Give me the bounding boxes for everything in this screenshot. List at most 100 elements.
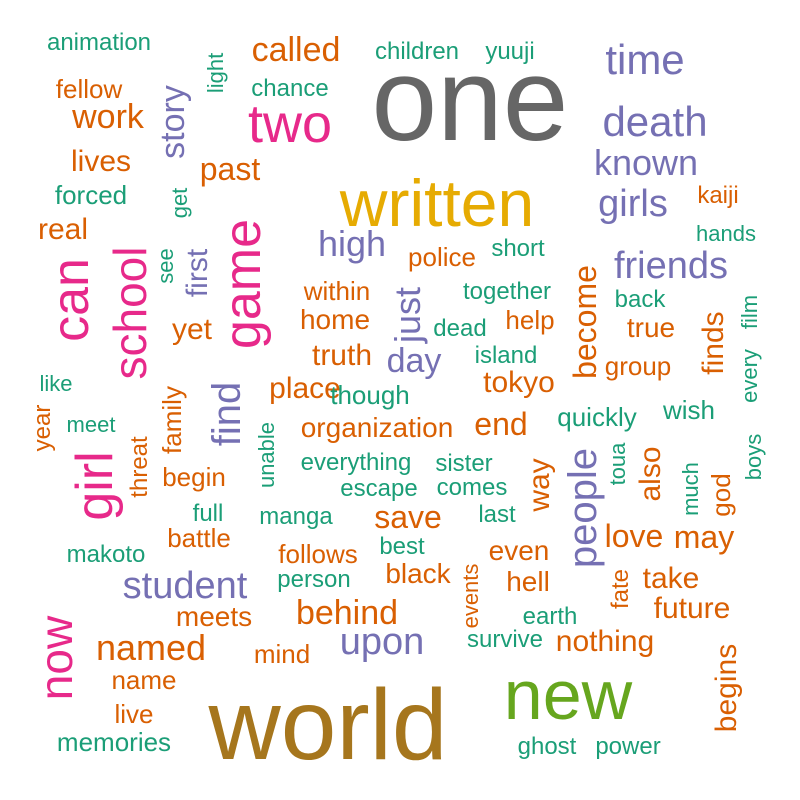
word-chance: chance: [251, 75, 329, 102]
word-threat: threat: [126, 436, 153, 498]
word-unable: unable: [254, 421, 279, 489]
word-meets: meets: [175, 601, 253, 632]
word-just: just: [387, 286, 428, 344]
word-can: can: [42, 258, 100, 342]
word-even: even: [488, 535, 550, 566]
word-past: past: [199, 151, 261, 187]
word-take: take: [642, 562, 700, 595]
word-two: two: [247, 94, 333, 154]
word-death: death: [602, 98, 708, 145]
word-survive: survive: [466, 626, 544, 653]
word-girls: girls: [598, 183, 668, 225]
word-hell: hell: [506, 566, 550, 597]
word-school: school: [104, 246, 156, 380]
word-within: within: [303, 276, 371, 306]
word-film: film: [737, 294, 762, 330]
word-find: find: [205, 381, 249, 447]
word-comes: comes: [436, 474, 508, 501]
word-power: power: [595, 733, 661, 760]
word-memories: memories: [56, 727, 172, 757]
word-group: group: [604, 351, 672, 381]
word-upon: upon: [339, 621, 425, 663]
word-begins: begins: [710, 643, 743, 733]
word-name: name: [111, 665, 177, 695]
word-organization: organization: [300, 412, 454, 443]
word-first: first: [181, 248, 214, 298]
word-work: work: [72, 98, 144, 136]
word-family: family: [157, 386, 187, 454]
word-love: love: [604, 518, 664, 554]
word-begin: begin: [162, 462, 226, 492]
word-quickly: quickly: [557, 402, 637, 432]
word-island: island: [474, 342, 538, 369]
word-mind: mind: [253, 639, 311, 669]
word-named: named: [95, 627, 207, 668]
word-toua: toua: [605, 442, 630, 486]
word-like: like: [39, 371, 73, 396]
word-everything: everything: [300, 449, 412, 476]
word-live: live: [114, 699, 154, 729]
word-time: time: [605, 36, 685, 83]
word-true: true: [626, 312, 676, 343]
word-short: short: [491, 235, 545, 262]
word-written: written: [339, 166, 535, 240]
word-game: game: [214, 218, 272, 350]
word-escape: escape: [340, 475, 418, 502]
word-place: place: [269, 372, 341, 405]
word-lives: lives: [70, 145, 132, 178]
word-high: high: [317, 223, 387, 264]
word-story: story: [154, 85, 192, 159]
word-real: real: [37, 213, 89, 246]
word-full: full: [192, 500, 224, 527]
word-called: called: [251, 31, 341, 69]
word-home: home: [299, 304, 371, 335]
word-now: now: [30, 615, 82, 701]
word-kaiji: kaiji: [697, 182, 739, 209]
word-save: save: [374, 499, 442, 535]
word-every: every: [737, 349, 762, 403]
word-though: though: [330, 380, 410, 410]
word-world: world: [208, 669, 448, 781]
word-sister: sister: [435, 450, 493, 477]
word-forced: forced: [54, 180, 128, 210]
word-battle: battle: [167, 523, 231, 553]
word-may: may: [673, 519, 735, 555]
word-friends: friends: [613, 245, 729, 287]
word-people: people: [561, 447, 605, 569]
word-nothing: nothing: [555, 625, 655, 658]
word-student: student: [122, 565, 248, 607]
word-events: events: [458, 563, 483, 629]
word-back: back: [614, 286, 666, 313]
word-animation: animation: [46, 29, 152, 56]
word-last: last: [478, 501, 516, 528]
word-see: see: [153, 248, 178, 284]
word-help: help: [505, 305, 555, 335]
word-boys: boys: [741, 433, 766, 481]
word-new: new: [503, 656, 633, 734]
word-finds: finds: [697, 311, 730, 375]
word-hands: hands: [696, 221, 756, 246]
word-fate: fate: [607, 568, 634, 610]
word-also: also: [634, 446, 667, 502]
word-police: police: [408, 242, 476, 272]
word-earth: earth: [522, 603, 578, 630]
word-truth: truth: [311, 339, 373, 372]
word-manga: manga: [259, 503, 333, 530]
word-day: day: [386, 342, 442, 380]
word-girl: girl: [66, 451, 124, 521]
word-children: children: [374, 38, 460, 65]
word-much: much: [678, 462, 703, 516]
word-one: one: [371, 34, 569, 166]
word-tokyo: tokyo: [483, 366, 555, 399]
word-light: light: [203, 52, 228, 94]
word-black: black: [385, 558, 451, 589]
word-become: become: [567, 265, 603, 379]
word-together: together: [462, 278, 552, 305]
word-god: god: [706, 473, 736, 517]
word-dead: dead: [433, 315, 487, 342]
word-person: person: [277, 566, 351, 593]
word-makoto: makoto: [66, 541, 146, 568]
word-yuuji: yuuji: [485, 38, 535, 65]
word-best: best: [379, 533, 425, 560]
